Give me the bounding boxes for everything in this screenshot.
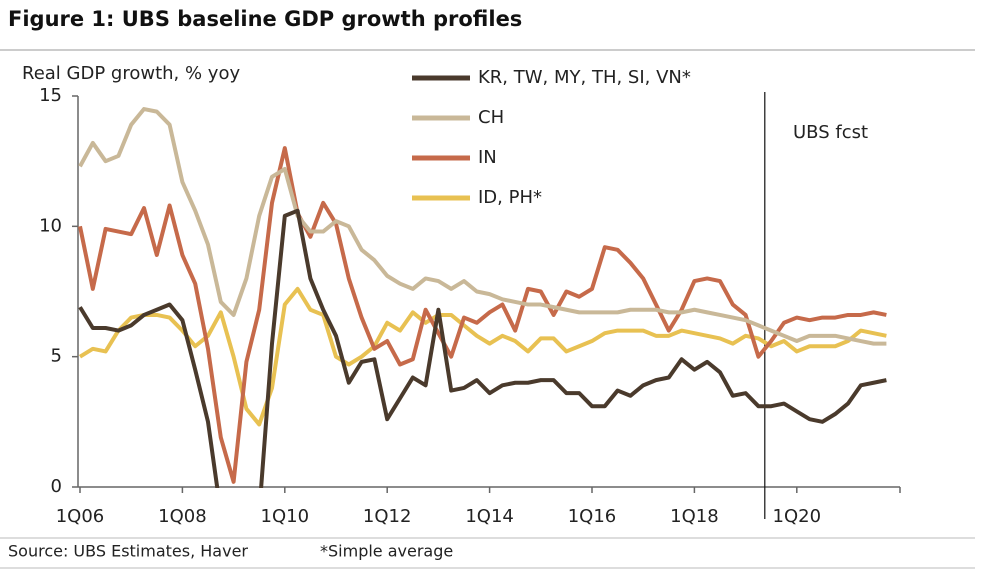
plot-area xyxy=(78,107,887,488)
series-line xyxy=(78,208,887,488)
legend-label: KR, TW, MY, TH, SI, VN* xyxy=(478,67,691,88)
note: *Simple average xyxy=(320,542,453,561)
x-tick-label: 1Q16 xyxy=(568,506,617,527)
legend-label: CH xyxy=(478,107,504,128)
series-line xyxy=(78,146,887,484)
series-line xyxy=(78,107,887,346)
y-tick-label: 10 xyxy=(39,215,62,236)
annotation: UBS fcst xyxy=(793,122,868,143)
y-tick-label: 0 xyxy=(51,476,62,497)
x-tick-label: 1Q10 xyxy=(261,506,310,527)
legend-label: IN xyxy=(478,147,497,168)
y-tick-label: 5 xyxy=(51,346,62,367)
x-tick-label: 1Q12 xyxy=(363,506,412,527)
source: Source: UBS Estimates, Haver xyxy=(8,542,248,561)
chart-title: Figure 1: UBS baseline GDP growth profil… xyxy=(8,7,522,31)
x-tick-label: 1Q06 xyxy=(56,506,105,527)
x-tick-label: 1Q14 xyxy=(465,506,514,527)
y-axis-label: Real GDP growth, % yoy xyxy=(22,63,240,84)
x-tick-label: 1Q18 xyxy=(670,506,719,527)
y-tick-label: 15 xyxy=(39,85,62,106)
x-tick-label: 1Q20 xyxy=(773,506,822,527)
x-tick-label: 1Q08 xyxy=(158,506,207,527)
legend-label: ID, PH* xyxy=(478,187,542,208)
